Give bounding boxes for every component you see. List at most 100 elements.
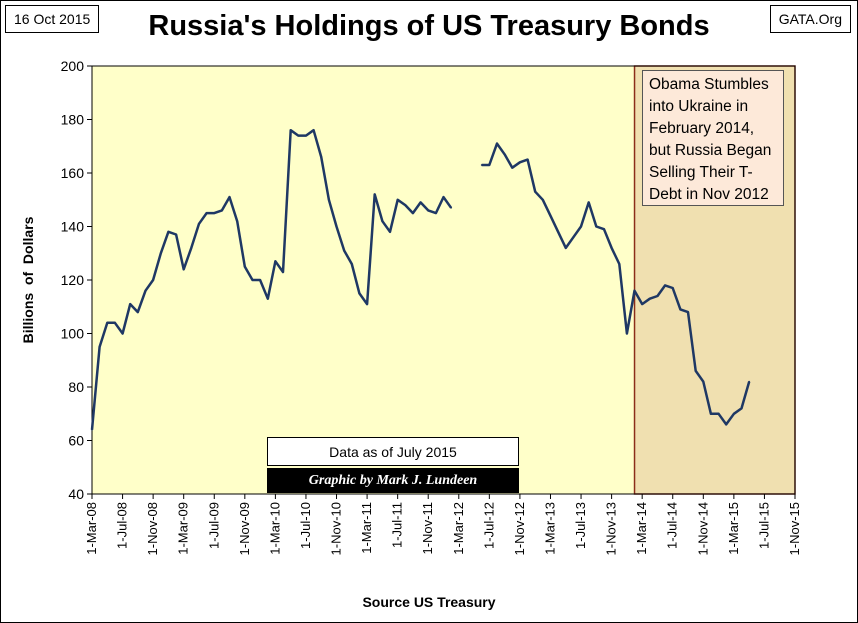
y-tick-label: 140 — [61, 219, 85, 235]
data-point — [175, 233, 177, 236]
data-point — [725, 423, 728, 426]
data-point — [159, 252, 162, 255]
data-point — [350, 263, 353, 265]
x-tick-label: 1-Nov-08 — [145, 502, 160, 555]
data-point — [480, 164, 483, 166]
x-tick-label: 1-Nov-11 — [420, 502, 435, 555]
data-point — [732, 412, 735, 415]
data-point — [259, 279, 262, 281]
data-point — [710, 412, 712, 415]
data-point — [114, 321, 116, 324]
data-point — [434, 212, 437, 215]
data-point — [679, 308, 682, 311]
series-line — [90, 128, 453, 430]
data-point — [282, 271, 284, 273]
credit-label: Graphic by Mark J. Lundeen — [267, 468, 519, 493]
x-tick-label: 1-Nov-09 — [237, 502, 252, 555]
data-point — [557, 230, 560, 233]
series-line — [481, 142, 751, 426]
data-point — [389, 230, 391, 233]
data-point — [251, 279, 254, 281]
y-tick-label: 80 — [68, 379, 84, 395]
data-point — [320, 156, 323, 158]
y-tick-label: 100 — [61, 326, 85, 342]
y-tick-label: 40 — [68, 486, 84, 502]
data-point — [656, 295, 659, 297]
x-tick-label: 1-Nov-10 — [329, 502, 344, 555]
data-point — [381, 220, 384, 223]
data-point — [152, 279, 155, 281]
data-point — [396, 198, 399, 201]
data-point — [748, 380, 751, 383]
x-tick-label: 1-Mar-11 — [359, 502, 374, 554]
x-tick-label: 1-Mar-13 — [542, 502, 557, 555]
data-point — [671, 287, 674, 289]
x-tick-label: 1-Jul-12 — [481, 502, 496, 549]
data-point — [633, 289, 636, 292]
data-point — [106, 321, 109, 324]
x-axis-label: Source US Treasury — [362, 594, 496, 610]
data-point — [167, 230, 170, 233]
y-tick-label: 60 — [68, 433, 84, 449]
data-point — [427, 209, 430, 212]
data-point — [740, 407, 743, 410]
x-tick-label: 1-Mar-08 — [84, 502, 99, 555]
date-label: 16 Oct 2015 — [5, 5, 100, 33]
x-tick-label: 1-Nov-13 — [604, 502, 619, 555]
data-point — [450, 206, 453, 209]
data-point — [648, 297, 651, 300]
data-point — [312, 129, 315, 132]
x-tick-label: 1-Nov-15 — [787, 502, 802, 555]
y-axis-label: Billions of Dollars — [20, 216, 36, 344]
data-point — [358, 292, 361, 295]
x-tick-label: 1-Mar-09 — [176, 502, 191, 555]
data-point — [702, 380, 705, 383]
data-point — [687, 311, 689, 313]
x-tick-label: 1-Jul-13 — [573, 502, 588, 549]
y-tick-label: 180 — [61, 112, 85, 128]
data-point — [198, 222, 200, 225]
data-point — [136, 311, 139, 313]
data-point — [98, 345, 101, 348]
data-point — [182, 268, 185, 271]
data-point — [694, 370, 697, 372]
annotation-box: Obama Stumbles into Ukraine in February … — [642, 70, 784, 206]
x-tick-label: 1-Jul-11 — [390, 502, 405, 548]
data-point — [243, 265, 246, 268]
data-point — [519, 161, 521, 164]
data-point — [412, 212, 414, 215]
data-point — [289, 129, 292, 132]
data-point — [603, 228, 605, 231]
data-point — [587, 201, 590, 204]
x-tick-label: 1-Mar-14 — [634, 502, 649, 555]
data-point — [496, 142, 498, 145]
y-tick-label: 160 — [61, 165, 85, 181]
data-point — [404, 204, 407, 207]
data-point — [526, 158, 529, 161]
data-point — [595, 225, 598, 228]
data-point — [121, 332, 124, 335]
x-tick-label: 1-Jul-15 — [756, 502, 771, 549]
data-point — [129, 303, 132, 305]
data-point — [228, 196, 231, 198]
x-tick-label: 1-Jul-10 — [298, 502, 313, 549]
data-point — [419, 201, 422, 204]
data-point — [343, 249, 346, 252]
data-point — [641, 303, 644, 305]
data-point — [618, 263, 621, 265]
x-tick-label: 1-Mar-15 — [726, 502, 741, 555]
x-tick-label: 1-Mar-10 — [267, 502, 282, 555]
data-point — [213, 212, 216, 215]
data-point — [236, 220, 239, 223]
data-point — [305, 134, 307, 137]
data-point — [511, 166, 514, 169]
x-tick-label: 1-Nov-14 — [695, 502, 710, 555]
data-point — [549, 214, 552, 217]
data-point — [580, 225, 582, 228]
chart-title: Russia's Holdings of US Treasury Bonds — [148, 10, 710, 42]
x-tick-label: 1-Mar-12 — [451, 502, 466, 555]
y-tick-label: 200 — [61, 58, 85, 74]
data-point — [190, 247, 193, 249]
data-point — [488, 164, 491, 166]
data-point — [717, 412, 720, 415]
